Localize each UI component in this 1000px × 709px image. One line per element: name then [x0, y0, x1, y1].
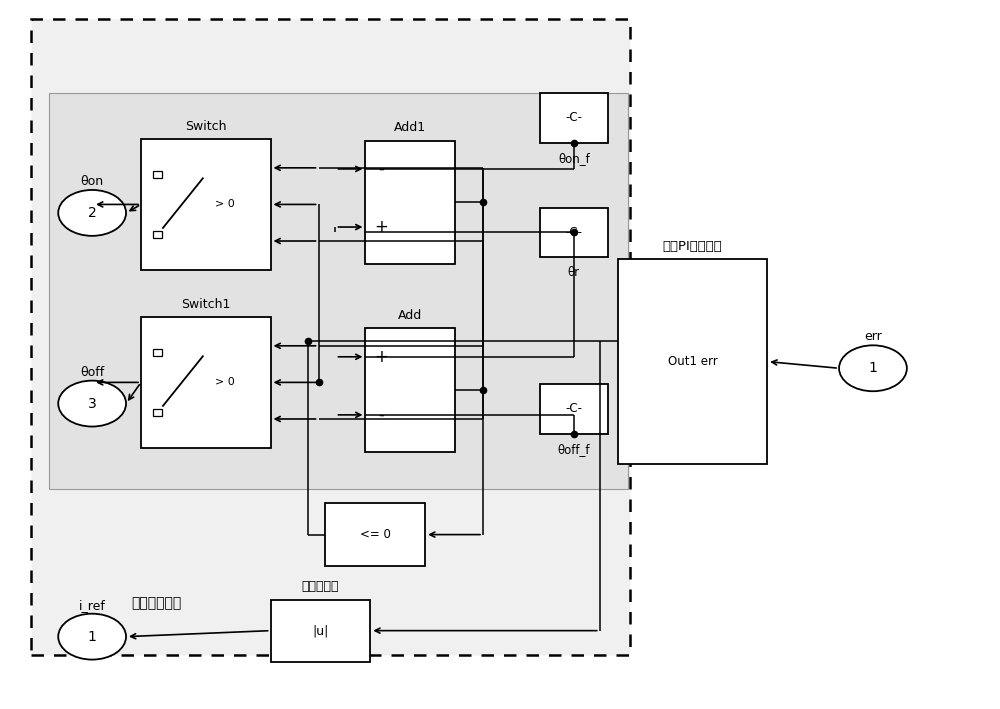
Text: θon_f: θon_f [558, 152, 590, 164]
Text: Switch: Switch [185, 120, 227, 133]
FancyBboxPatch shape [49, 93, 628, 489]
Text: 1: 1 [869, 362, 877, 375]
Text: > 0: > 0 [215, 199, 235, 209]
Text: > 0: > 0 [215, 377, 235, 387]
Ellipse shape [58, 381, 126, 427]
Text: i_ref: i_ref [79, 598, 106, 612]
Text: 2: 2 [88, 206, 97, 220]
FancyBboxPatch shape [271, 600, 370, 661]
FancyBboxPatch shape [540, 93, 608, 143]
Text: -: - [378, 406, 384, 424]
FancyBboxPatch shape [141, 139, 271, 269]
Text: |u|: |u| [312, 624, 329, 637]
Text: -C-: -C- [565, 403, 582, 415]
Text: θon: θon [81, 175, 104, 188]
Text: θoff: θoff [80, 366, 104, 379]
Text: Add: Add [398, 309, 422, 322]
FancyBboxPatch shape [540, 384, 608, 434]
Text: 角度变换模块: 角度变换模块 [131, 596, 181, 610]
FancyBboxPatch shape [365, 328, 455, 452]
Text: Switch1: Switch1 [181, 298, 231, 311]
FancyBboxPatch shape [153, 349, 162, 355]
Text: 绝对値模块: 绝对値模块 [302, 581, 339, 593]
Text: θoff_f: θoff_f [558, 442, 590, 456]
FancyBboxPatch shape [141, 317, 271, 447]
Ellipse shape [839, 345, 907, 391]
Text: θr: θr [568, 266, 580, 279]
Text: -C-: -C- [565, 111, 582, 124]
FancyBboxPatch shape [365, 140, 455, 264]
Text: -: - [378, 160, 384, 178]
Text: -C-: -C- [565, 226, 582, 239]
Text: 3: 3 [88, 396, 97, 411]
Text: <= 0: <= 0 [360, 528, 391, 541]
FancyBboxPatch shape [31, 19, 630, 654]
Ellipse shape [58, 614, 126, 659]
Text: err: err [864, 330, 882, 343]
FancyBboxPatch shape [153, 171, 162, 177]
Text: Out1 err: Out1 err [668, 355, 717, 368]
Text: +: + [374, 218, 388, 236]
Text: 传统PI控制模块: 传统PI控制模块 [663, 240, 722, 253]
FancyBboxPatch shape [325, 503, 425, 566]
Ellipse shape [58, 190, 126, 236]
Text: 1: 1 [88, 630, 97, 644]
Text: Add1: Add1 [394, 121, 426, 134]
FancyBboxPatch shape [153, 409, 162, 415]
FancyBboxPatch shape [153, 231, 162, 238]
Text: +: + [374, 348, 388, 366]
FancyBboxPatch shape [540, 208, 608, 257]
FancyBboxPatch shape [618, 259, 767, 464]
